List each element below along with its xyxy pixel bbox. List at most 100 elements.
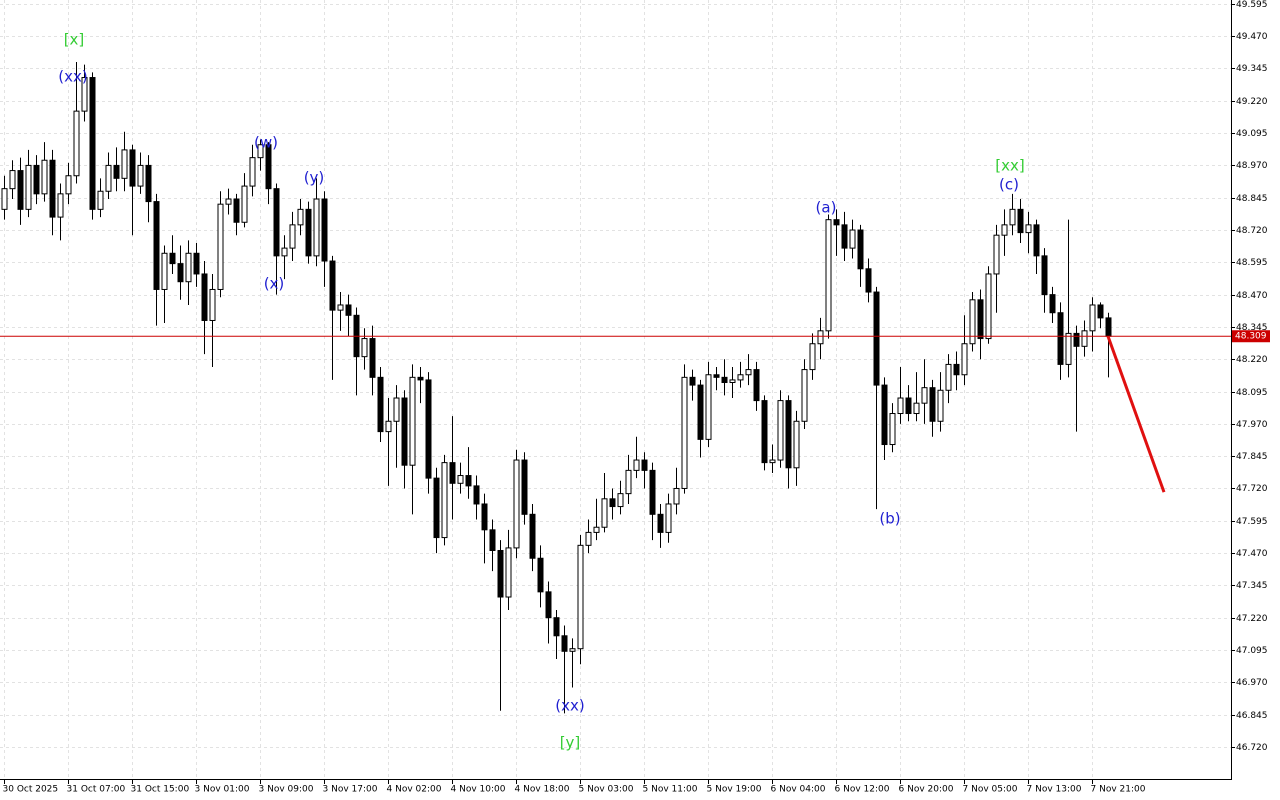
current-price-label: 48.309 bbox=[1235, 332, 1267, 342]
candle-body bbox=[169, 252, 176, 265]
candle-body bbox=[953, 363, 960, 376]
candle-body bbox=[425, 379, 432, 479]
candle-body bbox=[961, 343, 968, 376]
x-tick-label: 4 Nov 02:00 bbox=[387, 785, 442, 795]
candle-body bbox=[897, 397, 904, 415]
candle-body bbox=[345, 304, 352, 316]
candle-body bbox=[553, 617, 560, 637]
candle-body bbox=[1009, 208, 1016, 226]
candle-body bbox=[393, 397, 400, 422]
wave-label: (b) bbox=[879, 510, 900, 528]
candle-body bbox=[521, 459, 528, 515]
candle-body bbox=[777, 400, 784, 461]
candle-body bbox=[161, 252, 168, 290]
candle-body bbox=[145, 164, 152, 203]
candle-body bbox=[985, 273, 992, 340]
candle-body bbox=[225, 198, 232, 205]
candle-body bbox=[785, 400, 792, 469]
candle-body bbox=[665, 503, 672, 533]
forecast-line bbox=[1106, 335, 1166, 493]
candle-body bbox=[9, 170, 16, 190]
candle-body bbox=[681, 376, 688, 489]
x-tick-label: 4 Nov 18:00 bbox=[515, 785, 570, 795]
candle-body bbox=[577, 544, 584, 650]
candle-body bbox=[209, 288, 216, 321]
candle-body bbox=[881, 384, 888, 446]
candle-body bbox=[1057, 312, 1064, 365]
y-tick-label: 48.970 bbox=[1236, 161, 1268, 171]
candle-body bbox=[705, 374, 712, 440]
x-tick-label: 7 Nov 05:00 bbox=[963, 785, 1018, 795]
candle-body bbox=[849, 229, 856, 249]
candle-body bbox=[1017, 208, 1024, 234]
candle-body bbox=[249, 157, 256, 187]
candle-body bbox=[817, 330, 824, 345]
candle-body bbox=[25, 164, 32, 210]
x-tick-label: 5 Nov 19:00 bbox=[707, 785, 762, 795]
x-tick-label: 6 Nov 12:00 bbox=[835, 785, 890, 795]
candle-body bbox=[649, 469, 656, 515]
candle-body bbox=[281, 247, 288, 257]
candle-body bbox=[865, 268, 872, 293]
y-tick-label: 48.845 bbox=[1236, 194, 1268, 204]
candle-body bbox=[97, 190, 104, 210]
candle-body bbox=[745, 369, 752, 376]
x-tick-label: 6 Nov 04:00 bbox=[771, 785, 826, 795]
candle-body bbox=[497, 549, 504, 598]
y-tick-label: 48.345 bbox=[1236, 323, 1268, 333]
candle-body bbox=[657, 513, 664, 533]
candle-body bbox=[993, 234, 1000, 275]
candle-body bbox=[513, 459, 520, 549]
y-tick-label: 48.595 bbox=[1236, 258, 1268, 268]
y-tick-label: 49.595 bbox=[1236, 0, 1268, 10]
candle-body bbox=[1065, 332, 1072, 365]
candle-body bbox=[385, 420, 392, 433]
candle-body bbox=[913, 402, 920, 415]
candle-body bbox=[185, 252, 192, 283]
x-tick-label: 7 Nov 21:00 bbox=[1091, 785, 1146, 795]
candle-body bbox=[753, 369, 760, 402]
candle-body bbox=[41, 159, 48, 195]
candle-body bbox=[177, 263, 184, 283]
candle-body bbox=[265, 144, 272, 190]
candle-body bbox=[89, 77, 96, 210]
x-tick-label: 5 Nov 11:00 bbox=[643, 785, 698, 795]
wave-label: (w) bbox=[254, 134, 278, 152]
candle-body bbox=[73, 110, 80, 177]
candle-body bbox=[1049, 294, 1056, 314]
candle-body bbox=[721, 376, 728, 384]
candle-body bbox=[273, 188, 280, 257]
y-tick-label: 48.220 bbox=[1236, 355, 1268, 365]
x-tick-label: 4 Nov 10:00 bbox=[451, 785, 506, 795]
candle-body bbox=[977, 299, 984, 340]
candle-body bbox=[49, 159, 56, 218]
candle-body bbox=[793, 420, 800, 469]
candle-body bbox=[905, 397, 912, 415]
candle-body bbox=[193, 252, 200, 275]
candle-body bbox=[833, 219, 840, 226]
y-tick-label: 46.845 bbox=[1236, 711, 1268, 721]
candle-body bbox=[1073, 332, 1080, 347]
y-tick-label: 46.720 bbox=[1236, 743, 1268, 753]
x-tick-label: 30 Oct 2025 bbox=[3, 785, 59, 795]
candle-body bbox=[1, 188, 8, 210]
wave-label: (x) bbox=[264, 275, 285, 293]
candle-body bbox=[929, 387, 936, 422]
y-tick-label: 48.470 bbox=[1236, 291, 1268, 301]
y-tick-label: 49.345 bbox=[1236, 64, 1268, 74]
candle-body bbox=[809, 343, 816, 371]
candle-body bbox=[105, 164, 112, 192]
candle-body bbox=[585, 531, 592, 546]
y-tick-label: 47.345 bbox=[1236, 581, 1268, 591]
candle-body bbox=[1001, 224, 1008, 236]
candle-body bbox=[697, 384, 704, 440]
candle-body bbox=[305, 208, 312, 257]
y-tick-label: 47.470 bbox=[1236, 549, 1268, 559]
wave-label: (c) bbox=[999, 176, 1019, 194]
candle-body bbox=[377, 376, 384, 433]
x-tick-label: 6 Nov 20:00 bbox=[899, 785, 954, 795]
x-tick-label: 31 Oct 07:00 bbox=[67, 785, 126, 795]
candle-body bbox=[337, 304, 344, 311]
candle-body bbox=[129, 149, 136, 187]
